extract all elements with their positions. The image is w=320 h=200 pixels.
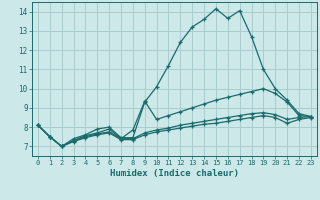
X-axis label: Humidex (Indice chaleur): Humidex (Indice chaleur) — [110, 169, 239, 178]
